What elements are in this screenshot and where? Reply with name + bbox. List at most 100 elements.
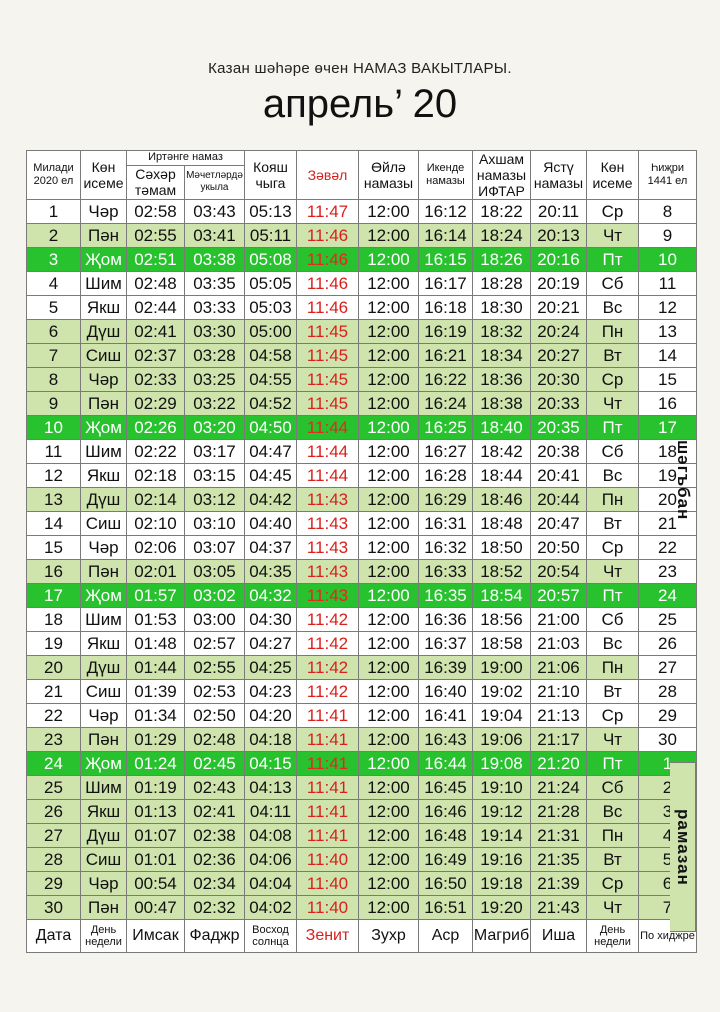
mosque-time: 03:12 [184,487,245,512]
oila-time: 12:00 [358,679,419,704]
sahar-time: 01:19 [126,775,185,800]
hijri-day: 23 [638,559,697,584]
day-number: 15 [26,535,81,560]
sunrise-time: 04:13 [244,775,297,800]
weekday-ru: Пн [586,487,639,512]
ikende-time: 16:43 [418,727,473,752]
yastu-time: 21:31 [530,823,587,848]
sunrise-time: 04:18 [244,727,297,752]
zaval-time: 11:43 [296,535,359,560]
mosque-time: 02:53 [184,679,245,704]
day-number: 24 [26,751,81,776]
akhsham-time: 18:52 [472,559,531,584]
yastu-time: 20:27 [530,343,587,368]
zaval-time: 11:42 [296,679,359,704]
mosque-time: 03:20 [184,415,245,440]
zaval-time: 11:45 [296,367,359,392]
sahar-time: 02:10 [126,511,185,536]
sahar-time: 02:37 [126,343,185,368]
table-row: 8 Чәр 02:33 03:25 04:55 11:45 12:00 16:22 18:36 2… [26,367,697,392]
yastu-time: 20:38 [530,439,587,464]
sahar-time: 02:51 [126,247,185,272]
oila-time: 12:00 [358,295,419,320]
akhsham-time: 18:58 [472,631,531,656]
akhsham-time: 19:20 [472,895,531,920]
akhsham-time: 18:32 [472,319,531,344]
yastu-time: 20:33 [530,391,587,416]
yastu-time: 21:10 [530,679,587,704]
akhsham-time: 18:36 [472,367,531,392]
col-yastu: Ястү намазы [530,150,587,200]
col-day-name-2: Көн исеме [586,150,639,200]
col-mosque: Мәчетләрдә укыла [184,164,245,201]
weekday-ru: Вс [586,295,639,320]
sahar-time: 02:18 [126,463,185,488]
sahar-time: 02:29 [126,391,185,416]
oila-time: 12:00 [358,487,419,512]
month-label-shaban: шәгъбан [670,370,696,590]
ikende-time: 16:39 [418,655,473,680]
akhsham-time: 18:54 [472,583,531,608]
zaval-time: 11:45 [296,343,359,368]
ikende-time: 16:50 [418,871,473,896]
hijri-day: 16 [638,391,697,416]
weekday-tt: Чәр [80,703,127,728]
yastu-time: 20:19 [530,271,587,296]
mosque-time: 02:45 [184,751,245,776]
yastu-time: 21:03 [530,631,587,656]
ikende-time: 16:31 [418,511,473,536]
zaval-time: 11:43 [296,487,359,512]
day-number: 19 [26,631,81,656]
zaval-time: 11:47 [296,199,359,224]
table-row: 15 Чәр 02:06 03:07 04:37 11:43 12:00 16:32 18:50… [26,535,697,560]
table-row: 28 Сиш 01:01 02:36 04:06 11:40 12:00 16:49 19:16… [26,847,697,872]
day-number: 9 [26,391,81,416]
weekday-ru: Ср [586,199,639,224]
ikende-time: 16:46 [418,799,473,824]
day-number: 1 [26,199,81,224]
oila-time: 12:00 [358,559,419,584]
footer-fajr: Фаджр [184,919,245,953]
sahar-time: 02:14 [126,487,185,512]
weekday-ru: Сб [586,271,639,296]
hijri-day: 24 [638,583,697,608]
akhsham-time: 18:34 [472,343,531,368]
table-row: 22 Чәр 01:34 02:50 04:20 11:41 12:00 16:41 19:04… [26,703,697,728]
zaval-time: 11:46 [296,247,359,272]
hijri-day: 12 [638,295,697,320]
oila-time: 12:00 [358,871,419,896]
sahar-time: 00:47 [126,895,185,920]
mosque-time: 02:43 [184,775,245,800]
mosque-time: 03:43 [184,199,245,224]
shaban-label: шәгъбан [674,439,693,521]
mosque-time: 03:28 [184,343,245,368]
ikende-time: 16:44 [418,751,473,776]
day-number: 14 [26,511,81,536]
yastu-time: 20:47 [530,511,587,536]
akhsham-time: 19:02 [472,679,531,704]
oila-time: 12:00 [358,775,419,800]
weekday-tt: Якш [80,463,127,488]
sunrise-time: 05:11 [244,223,297,248]
weekday-ru: Вт [586,511,639,536]
mosque-time: 03:22 [184,391,245,416]
ramadan-label: рамазан [674,808,693,886]
hijri-day: 15 [638,367,697,392]
table-row: 10 Җом 02:26 03:20 04:50 11:44 12:00 16:25 18:40… [26,415,697,440]
sahar-time: 01:29 [126,727,185,752]
weekday-ru: Вс [586,463,639,488]
yastu-time: 20:41 [530,463,587,488]
weekday-ru: Вс [586,799,639,824]
sahar-time: 02:26 [126,415,185,440]
sunrise-time: 04:11 [244,799,297,824]
col-ikende: Икенде намазы [418,150,473,200]
table-row: 16 Пән 02:01 03:05 04:35 11:43 12:00 16:33 18:52… [26,559,697,584]
col-oila: Өйлә намазы [358,150,419,200]
akhsham-time: 18:28 [472,271,531,296]
footer-zenith: Зенит [296,919,359,953]
ikende-time: 16:45 [418,775,473,800]
table-row: 27 Дүш 01:07 02:38 04:08 11:41 12:00 16:48 19:14… [26,823,697,848]
weekday-tt: Чәр [80,199,127,224]
ikende-time: 16:29 [418,487,473,512]
weekday-tt: Шим [80,607,127,632]
